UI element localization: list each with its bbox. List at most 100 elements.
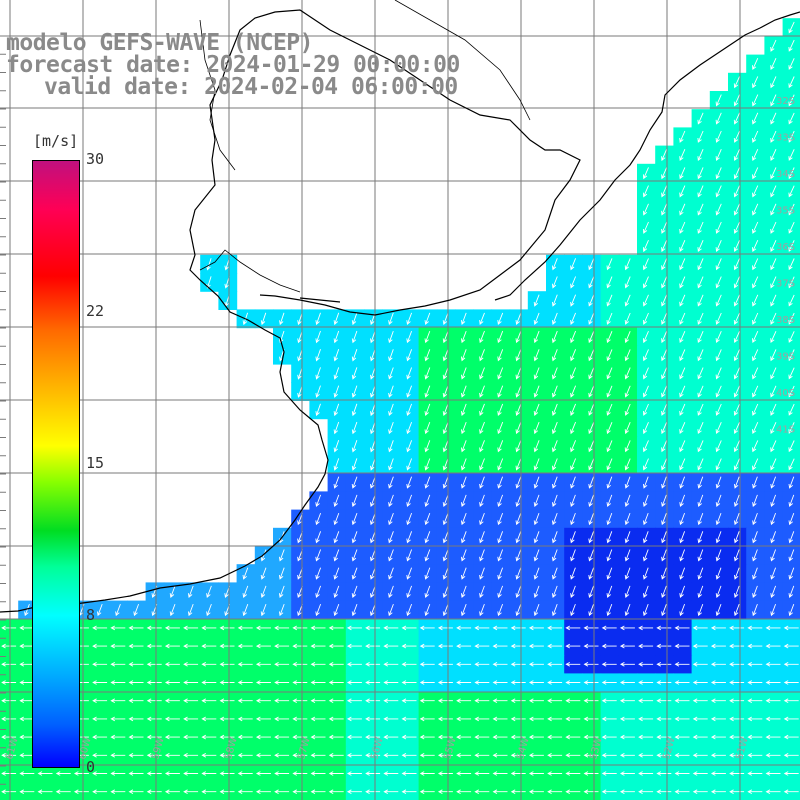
wind-arrow [219, 734, 235, 740]
wind-arrow [110, 662, 126, 667]
wind-arrow [479, 421, 485, 435]
wind-arrow [206, 258, 212, 271]
wind-arrow [310, 753, 326, 758]
wind-arrow [37, 771, 53, 776]
wind-arrow [460, 512, 467, 526]
wind-arrow [388, 403, 394, 416]
wind-arrow [697, 240, 704, 253]
wind-arrow [638, 680, 654, 685]
wind-arrow [788, 130, 795, 143]
wind-arrow [492, 680, 508, 685]
wind-arrow [642, 367, 649, 380]
border-line [199, 0, 531, 293]
wind-arrow [310, 662, 326, 667]
wind-arrow [419, 643, 435, 649]
wind-arrow [788, 331, 795, 343]
wind-arrow [547, 625, 563, 631]
wind-arrow [624, 458, 631, 471]
wind-arrow [588, 549, 595, 562]
wind-arrow [715, 458, 722, 471]
wind-arrow [752, 440, 759, 453]
wind-arrow [528, 771, 544, 776]
wind-arrow [424, 440, 431, 453]
wind-arrow [497, 531, 504, 544]
wind-arrow [642, 258, 649, 271]
wind-arrow [388, 531, 394, 544]
wind-arrow [606, 403, 613, 416]
wind-arrow [183, 698, 199, 703]
wind-arrow [733, 458, 741, 471]
wind-arrow [328, 662, 344, 667]
wind-arrow [642, 167, 649, 180]
wind-arrow [201, 625, 217, 631]
wind-arrow [515, 549, 522, 562]
wind-arrow [388, 349, 394, 362]
wind-arrow [588, 294, 595, 307]
wind-arrow [315, 385, 321, 398]
wind-arrow [419, 680, 435, 685]
wind-arrow [456, 680, 472, 685]
wind-arrow [315, 585, 322, 598]
wind-arrow [624, 349, 631, 362]
wind-arrow [661, 403, 668, 416]
wind-arrow [752, 512, 758, 526]
wind-arrow [679, 603, 686, 617]
wind-arrow [110, 643, 126, 649]
wind-arrow [515, 531, 522, 544]
colorbar-tick-22: 22 [86, 302, 105, 320]
wind-arrow [474, 680, 490, 685]
wind-arrow [92, 643, 108, 649]
wind-arrow [656, 625, 672, 631]
wind-arrow [401, 771, 417, 776]
latitude-label: 35S [776, 206, 795, 217]
wind-arrow [570, 330, 577, 344]
wind-arrow [19, 753, 35, 758]
wind-arrow [292, 753, 308, 758]
wind-arrow [479, 549, 485, 562]
wind-arrow [674, 753, 690, 758]
wind-arrow [474, 753, 490, 758]
wind-arrow [783, 662, 799, 667]
wind-arrow [437, 680, 453, 685]
wind-arrow [388, 440, 394, 453]
wind-arrow [533, 458, 540, 471]
wind-arrow [219, 643, 235, 649]
wind-arrow [1, 789, 17, 794]
wind-arrow [788, 603, 795, 617]
wind-arrow [388, 603, 394, 617]
wind-arrow [565, 734, 581, 740]
wind-arrow [692, 662, 708, 667]
wind-arrow [733, 240, 741, 253]
wind-arrow [237, 753, 253, 758]
wind-arrow [424, 494, 431, 507]
wind-arrow [661, 440, 668, 453]
wind-arrow [715, 512, 722, 526]
wind-arrow [752, 422, 759, 435]
wind-arrow [770, 112, 777, 125]
wind-arrow [642, 294, 649, 307]
wind-arrow [788, 39, 795, 52]
wind-arrow [515, 476, 522, 489]
wind-arrow [146, 680, 162, 685]
wind-arrow [747, 753, 763, 758]
wind-arrow [788, 203, 795, 216]
wind-arrow [765, 643, 781, 649]
wind-arrow [656, 753, 672, 758]
wind-arrow [333, 421, 340, 435]
wind-arrow [237, 716, 253, 722]
wind-arrow [733, 294, 741, 307]
wind-arrow [497, 367, 504, 380]
wind-arrow [333, 512, 340, 526]
wind-arrow [442, 367, 449, 380]
wind-arrow [551, 385, 558, 398]
wind-arrow [715, 258, 722, 271]
wind-arrow [570, 531, 576, 544]
wind-arrow [570, 367, 577, 380]
wind-arrow [346, 698, 362, 703]
wind-arrow [661, 221, 668, 234]
wind-arrow [351, 403, 358, 417]
wind-arrow [638, 771, 654, 776]
wind-arrow [788, 221, 795, 234]
latitude-label: 37S [776, 279, 795, 290]
wind-arrow [510, 643, 526, 649]
